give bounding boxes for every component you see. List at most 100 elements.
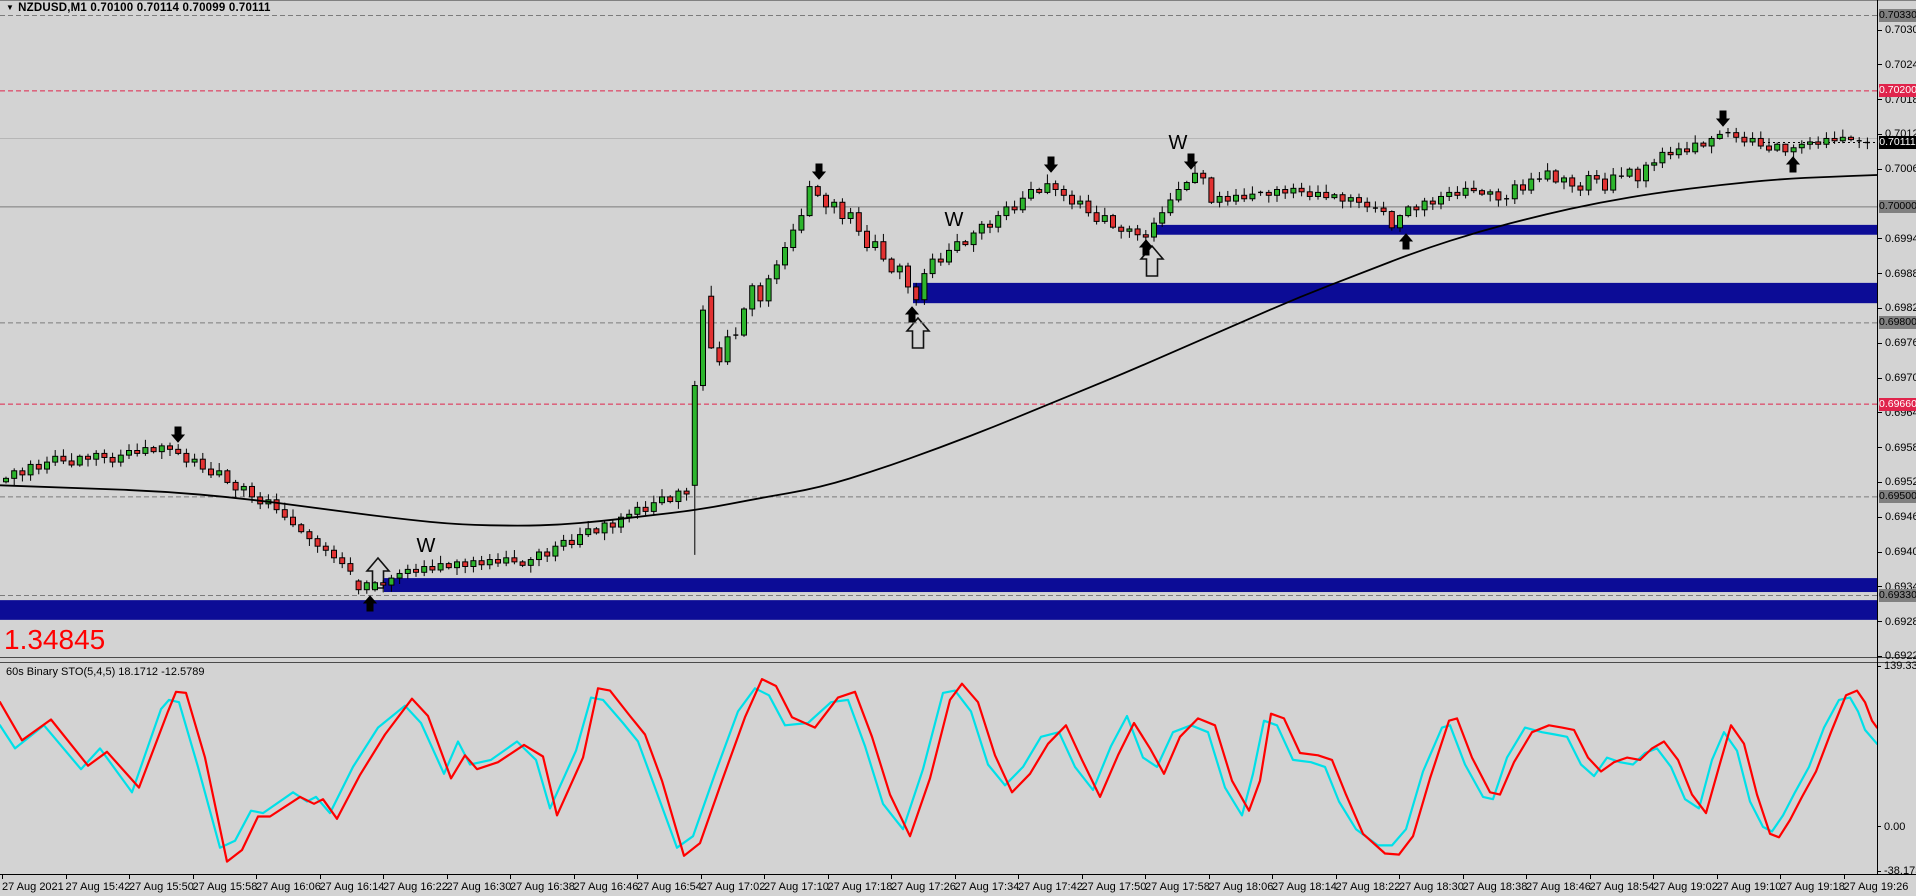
price-level-box: 0.69330 [1879, 589, 1916, 602]
time-label: 27 Aug 18:06 [1208, 881, 1274, 893]
bearish-candle [683, 490, 690, 495]
bullish-candle [691, 385, 698, 486]
time-tick [1843, 875, 1845, 879]
bearish-candle [339, 557, 346, 565]
bullish-candle [1233, 194, 1239, 202]
sell-arrow-marker [170, 426, 186, 443]
time-axis[interactable]: 27 Aug 2021 27 Aug 15:42 27 Aug 15:50 27 Au… [0, 874, 1916, 896]
bullish-candle [404, 568, 411, 574]
price-tick-label: 0.69465 [1885, 511, 1916, 524]
bearish-candle [19, 470, 26, 476]
bearish-candle [1142, 234, 1149, 238]
bearish-candle [380, 582, 387, 586]
time-tick [1208, 875, 1210, 879]
bearish-candle [1118, 226, 1125, 232]
bearish-candle [68, 460, 75, 466]
bearish-candle [544, 551, 551, 557]
bullish-candle [1626, 168, 1633, 177]
price-tick [1878, 238, 1882, 240]
bearish-candle [495, 559, 501, 564]
bearish-candle [913, 286, 920, 301]
time-tick [1526, 875, 1527, 879]
bullish-candle [995, 215, 1002, 228]
bullish-candle [240, 485, 247, 491]
bullish-candle [1643, 164, 1649, 182]
price-tick [1878, 307, 1882, 309]
buy-arrow-marker [1785, 156, 1801, 173]
bearish-candle [1298, 187, 1305, 193]
price-tick [1878, 377, 1882, 379]
time-tick [319, 875, 321, 879]
indicator-axis[interactable]: 139.33240.00-38.1739 [1877, 660, 1916, 877]
bullish-candle [396, 572, 403, 579]
buy-arrow-marker [1138, 239, 1154, 256]
bullish-candle [1249, 193, 1256, 200]
bullish-candle [872, 241, 879, 248]
bearish-candle [1241, 194, 1248, 200]
bearish-candle [1741, 136, 1748, 143]
bearish-candle [1766, 145, 1772, 151]
time-tick [129, 875, 130, 879]
price-level-box: 0.69660 [1879, 397, 1916, 411]
price-tick-label: 0.70065 [1885, 163, 1916, 176]
time-label: 27 Aug 16:22 [383, 881, 448, 893]
bearish-candle [937, 258, 944, 263]
bullish-candle [806, 186, 813, 217]
bearish-candle [1323, 191, 1330, 199]
time-label: 27 Aug 17:10 [764, 881, 829, 893]
bullish-candle [76, 455, 83, 466]
price-tick [1878, 447, 1882, 449]
w-pattern-mark: W [945, 209, 964, 231]
bullish-candle [675, 490, 682, 503]
time-tick [954, 875, 956, 879]
bearish-candle [232, 481, 239, 491]
bearish-candle [331, 549, 337, 559]
price-tick [1878, 655, 1882, 657]
price-tick [1878, 516, 1882, 518]
chart-dropdown-icon[interactable]: ▼ [6, 3, 15, 12]
bearish-candle [880, 241, 887, 260]
bearish-candle [1036, 189, 1043, 193]
bullish-candle [577, 534, 583, 545]
bullish-candle [896, 265, 903, 273]
bearish-candle [1388, 211, 1395, 229]
time-tick [510, 875, 511, 879]
bullish-candle [978, 223, 985, 234]
bearish-candle [1757, 137, 1764, 147]
sell-arrow-marker [811, 163, 827, 180]
bearish-candle [462, 561, 469, 567]
bullish-candle [1798, 143, 1805, 149]
bearish-candle [314, 538, 321, 547]
time-label: 27 Aug 19:02 [1653, 881, 1718, 893]
time-tick [1716, 875, 1718, 879]
bearish-candle [708, 295, 715, 349]
price-tick-label: 0.69885 [1885, 267, 1916, 280]
bullish-candle [454, 561, 460, 569]
bearish-candle [814, 186, 821, 196]
time-label: 27 Aug 17:26 [891, 881, 956, 893]
bullish-candle [560, 539, 567, 547]
time-tick [65, 875, 67, 879]
bearish-candle [1593, 175, 1600, 180]
bearish-candle [1479, 190, 1485, 195]
bullish-candle [765, 278, 772, 302]
price-level-box: 0.70330 [1879, 9, 1916, 22]
bullish-candle [1544, 170, 1551, 180]
time-label: 27 Aug 17:02 [700, 881, 766, 893]
time-tick [764, 875, 765, 879]
bearish-candle [478, 560, 485, 566]
bullish-candle [1692, 142, 1699, 153]
bearish-candle [273, 499, 280, 511]
time-label: 27 Aug 19:10 [1716, 881, 1782, 893]
price-axis[interactable]: 0.703050.702450.701850.701250.700650.699… [1877, 0, 1916, 874]
bullish-candle [831, 201, 838, 208]
bearish-candle [150, 447, 157, 453]
price-tick [1878, 273, 1882, 275]
time-label: 27 Aug 18:30 [1399, 881, 1464, 893]
time-label: 27 Aug 16:46 [573, 881, 639, 893]
buy-arrow-marker [904, 306, 920, 323]
time-label: 27 Aug 15:58 [192, 881, 258, 893]
bearish-candle [1380, 207, 1387, 213]
stochastic-main-line [0, 677, 1879, 863]
